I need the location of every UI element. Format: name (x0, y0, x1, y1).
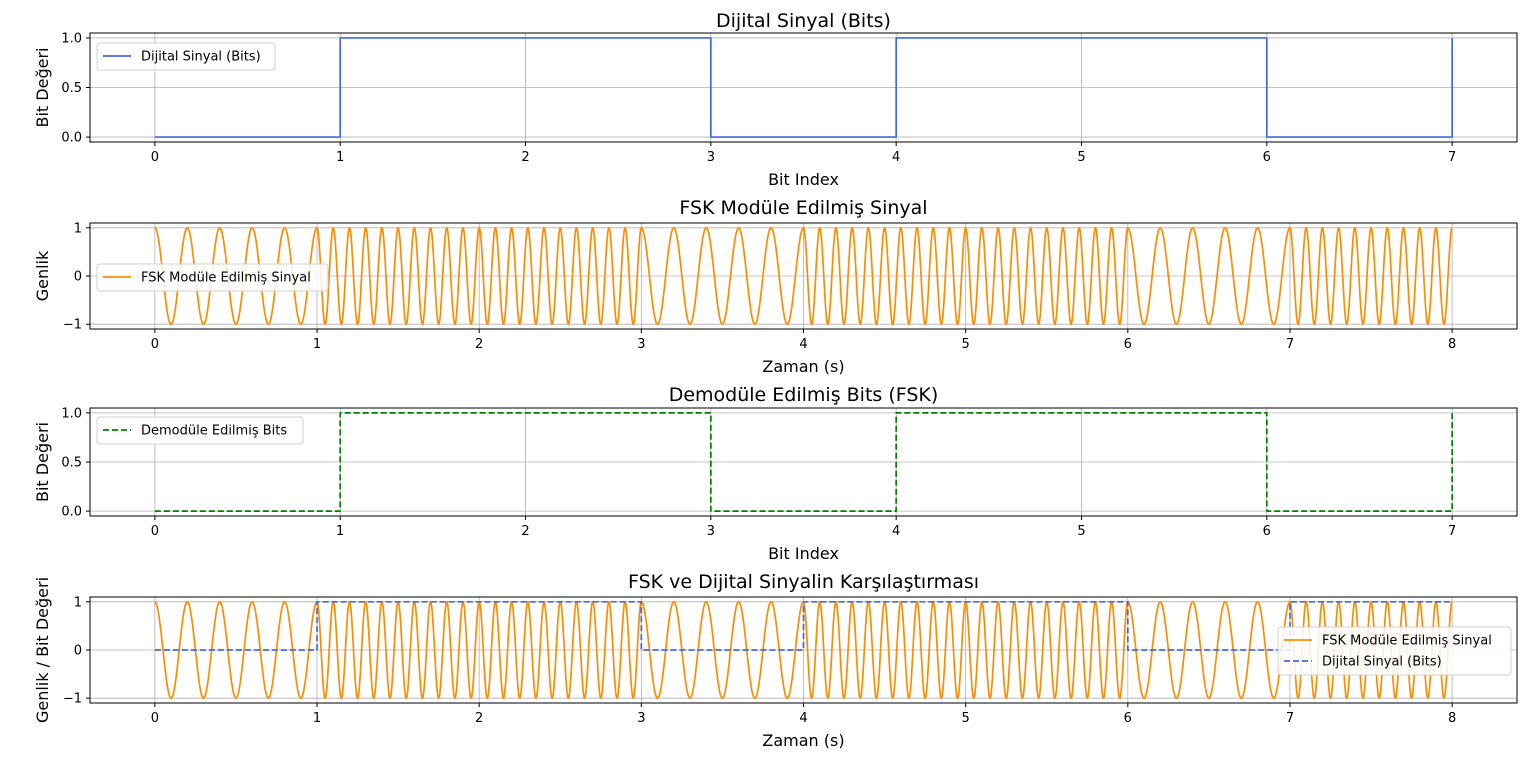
x-tick-label: 5 (962, 337, 970, 352)
x-tick-label: 3 (637, 711, 645, 726)
y-tick-label: 0.0 (61, 505, 82, 520)
x-tick-label: 6 (1263, 150, 1271, 165)
chart-title: Demodüle Edilmiş Bits (FSK) (669, 384, 939, 406)
y-axis-label: Genlik (33, 250, 52, 301)
x-axis-label: Bit Index (768, 544, 839, 563)
x-tick-label: 0 (151, 337, 159, 352)
x-tick-label: 5 (1077, 524, 1085, 539)
x-tick-label: 3 (707, 524, 715, 539)
legend: FSK Modüle Edilmiş Sinyal Dijital Sinyal … (1277, 626, 1512, 676)
plot-area (154, 37, 1453, 138)
chart-title: FSK Modüle Edilmiş Sinyal (679, 197, 927, 219)
x-tick-label: 2 (521, 150, 529, 165)
plot-area (154, 226, 1453, 326)
legend: FSK Modüle Edilmiş Sinyal (96, 263, 329, 292)
y-tick-label: −1 (63, 318, 82, 333)
grid (90, 408, 1517, 516)
y-axis-label: Bit Değeri (33, 422, 52, 502)
x-tick-label: 8 (1448, 711, 1456, 726)
x-tick-label: 8 (1448, 337, 1456, 352)
legend: Demodüle Edilmiş Bits (96, 416, 304, 445)
legend-label: FSK Modüle Edilmiş Sinyal (1322, 634, 1492, 649)
x-tick-label: 4 (892, 524, 900, 539)
x-tick-label: 4 (892, 150, 900, 165)
x-tick-label: 3 (707, 150, 715, 165)
x-tick-label: 5 (962, 711, 970, 726)
x-tick-label: 1 (336, 150, 344, 165)
x-tick-label: 2 (475, 711, 483, 726)
y-tick-label: 0.5 (61, 81, 82, 96)
x-tick-label: 4 (799, 337, 807, 352)
legend-label: Dijital Sinyal (Bits) (141, 50, 261, 65)
y-tick-label: −1 (63, 692, 82, 707)
series-line (154, 226, 1453, 326)
subplot-2: 0 1 2 3 4 5 6 7 8 −1 0 1 FSK Modüle Edilmiş Sinyal Za… (33, 197, 1518, 376)
y-tick-label: 1 (74, 221, 82, 236)
y-tick-label: 1.0 (61, 31, 82, 46)
legend-box (96, 42, 276, 71)
y-axis-label: Genlik / Bit Değeri (33, 577, 52, 723)
y-tick-label: 1 (74, 595, 82, 610)
legend: Dijital Sinyal (Bits) (96, 42, 276, 71)
x-tick-label: 1 (336, 524, 344, 539)
legend-box (96, 416, 304, 445)
y-tick-label: 0.0 (61, 131, 82, 146)
x-axis-label: Zaman (s) (762, 731, 844, 750)
x-tick-label: 4 (799, 711, 807, 726)
x-tick-label: 2 (521, 524, 529, 539)
y-tick-label: 0 (74, 644, 82, 659)
x-tick-label: 6 (1124, 711, 1132, 726)
x-tick-label: 0 (151, 150, 159, 165)
legend-box (96, 263, 329, 292)
x-axis-label: Zaman (s) (762, 357, 844, 376)
y-tick-label: 0 (74, 270, 82, 285)
x-tick-label: 2 (475, 337, 483, 352)
subplot-1: 0 1 2 3 4 5 6 7 0.0 0.5 1.0 Dijital Sinyal (Bits) Bi… (33, 10, 1518, 189)
x-tick-label: 0 (151, 524, 159, 539)
legend-label: FSK Modüle Edilmiş Sinyal (141, 271, 311, 286)
x-tick-label: 3 (637, 337, 645, 352)
x-tick-label: 6 (1124, 337, 1132, 352)
x-tick-label: 7 (1448, 524, 1456, 539)
subplot-4: 0 1 2 3 4 5 6 7 8 −1 0 1 FSK ve Dijital Sinyalin Kar… (33, 571, 1518, 750)
chart-title: FSK ve Dijital Sinyalin Karşılaştırması (628, 571, 979, 593)
x-tick-label: 0 (151, 711, 159, 726)
y-tick-label: 1.0 (61, 406, 82, 421)
legend-label: Demodüle Edilmiş Bits (141, 424, 287, 439)
y-tick-label: 0.5 (61, 456, 82, 471)
grid (90, 33, 1517, 142)
series-line (154, 37, 1453, 138)
x-tick-label: 7 (1448, 150, 1456, 165)
x-tick-label: 5 (1077, 150, 1085, 165)
x-tick-label: 7 (1286, 337, 1294, 352)
x-tick-label: 7 (1286, 711, 1294, 726)
subplot-3: 0 1 2 3 4 5 6 7 0.0 0.5 1.0 Demodüle Edilmiş Bits (… (33, 384, 1518, 563)
series-line (154, 600, 1453, 651)
chart-title: Dijital Sinyal (Bits) (716, 10, 891, 32)
plot-area (154, 412, 1453, 512)
x-tick-label: 1 (313, 711, 321, 726)
series-line (154, 412, 1453, 512)
legend-box (1277, 626, 1512, 676)
x-tick-label: 1 (313, 337, 321, 352)
legend-label: Dijital Sinyal (Bits) (1322, 655, 1442, 670)
x-tick-label: 6 (1263, 524, 1271, 539)
x-axis-label: Bit Index (768, 170, 839, 189)
y-axis-label: Bit Değeri (33, 48, 52, 128)
